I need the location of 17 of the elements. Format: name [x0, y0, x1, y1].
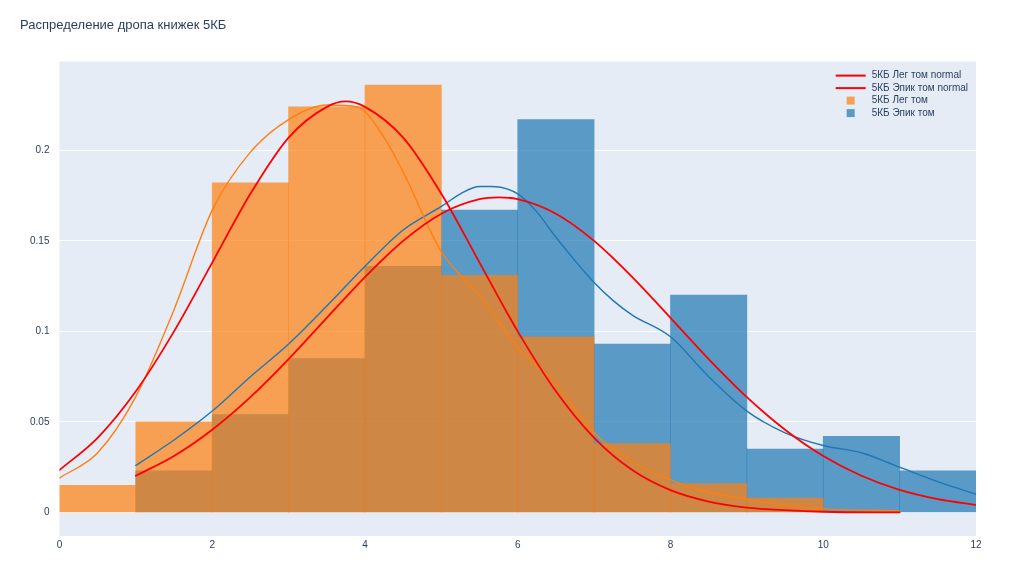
y-tick-label: 0.1	[35, 325, 50, 337]
legend-label: 5КБ Лег том	[871, 94, 928, 106]
legend-label: 5КБ Эпик том	[871, 106, 935, 118]
x-tick-label: 4	[362, 538, 369, 550]
x-tick-label: 6	[514, 538, 521, 550]
x-tick-label: 12	[970, 538, 982, 550]
x-tick-label: 10	[817, 538, 830, 550]
y-tick-label: 0.05	[29, 415, 50, 427]
legend-label: 5КБ Эпик том normal	[871, 81, 969, 93]
y-tick-label: 0.2	[35, 144, 50, 156]
y-tick-label: 0	[43, 506, 50, 518]
y-tick-label: 0.15	[29, 234, 50, 246]
x-tick-label: 8	[667, 538, 674, 550]
x-tick-label: 0	[56, 538, 63, 550]
chart-title: Распределение дропа книжек 5КБ	[20, 17, 227, 33]
legend-label: 5КБ Лег том normal	[871, 69, 962, 81]
x-tick-label: 2	[209, 538, 216, 550]
